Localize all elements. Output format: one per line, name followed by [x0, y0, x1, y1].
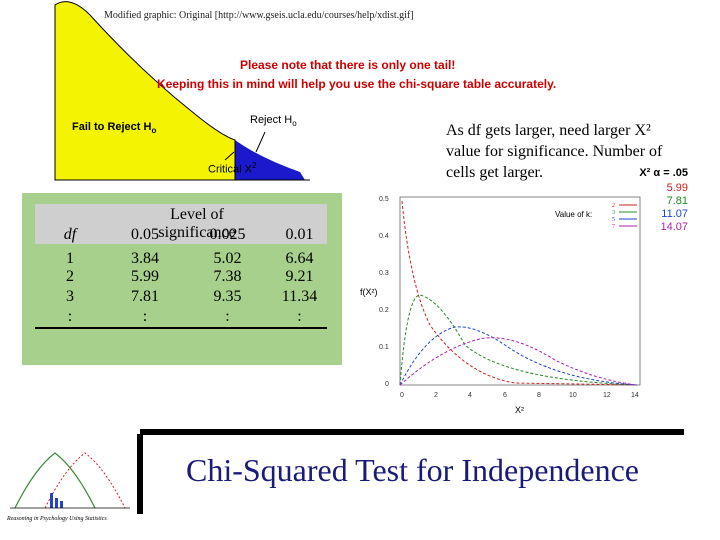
critical-values-header: X² α = .05: [639, 167, 688, 179]
table-cell: :: [67, 308, 73, 325]
description-line-3: cells get larger.: [446, 164, 543, 181]
x-ticks: 0 2 4 6 8 10 12 14: [400, 392, 639, 399]
table-column-header: 0.01: [285, 226, 314, 243]
table-cell: 9.35: [213, 288, 242, 305]
table-bottom-rule: [35, 327, 327, 329]
one-tail-graphic: [54, 1, 310, 181]
legend-label: 3: [612, 210, 615, 216]
table-cell: 9.21: [285, 268, 314, 285]
table-cell: :: [225, 308, 230, 325]
table-cell: 5.99: [131, 268, 159, 285]
y-tick: 0: [385, 381, 389, 388]
description-line-1: As df gets larger, need larger X²: [446, 122, 651, 139]
table-cell: 5.02: [213, 250, 242, 267]
table-cell: 7.38: [213, 268, 242, 285]
table-column-header: 0.05: [131, 226, 159, 243]
legend-label: 7: [612, 224, 615, 230]
x-tick: 6: [503, 392, 507, 399]
table-cell: 7.81: [131, 288, 159, 305]
x-tick: 10: [569, 392, 577, 399]
logo-caption: Reasoning in Psychology Using Statistics: [6, 516, 107, 522]
y-tick: 0.1: [379, 344, 389, 351]
legend: 2 3 5 7: [612, 203, 637, 230]
table-cell: :: [297, 308, 302, 325]
legend-label: 5: [612, 217, 615, 223]
table-cell: 3.84: [131, 250, 159, 267]
x-tick: 8: [537, 392, 541, 399]
significance-table: Level of significance df 0.05 0.025 0.01…: [22, 193, 342, 365]
curve-k3: [399, 294, 638, 386]
curve-k5: [399, 326, 638, 386]
y-tick: 0.5: [379, 196, 389, 203]
curve-k7: [399, 337, 638, 386]
y-tick: 0.3: [379, 270, 389, 277]
curve-k2: [401, 200, 638, 386]
x-tick: 12: [603, 392, 611, 399]
divider-bar: [140, 429, 684, 435]
y-tick: 0.4: [379, 233, 389, 240]
reject-region: [235, 140, 305, 180]
critical-values-list: 5.99 7.81 11.07 14.07: [618, 182, 688, 234]
plot-ylabel: f(X²): [360, 287, 378, 297]
table-cell: 1: [66, 250, 74, 267]
table-column-header: df: [63, 226, 77, 243]
critical-label: Critical X2: [208, 161, 257, 176]
critical-value: 11.07: [661, 208, 688, 220]
y-ticks: 0 0.1 0.2 0.3 0.4 0.5: [379, 196, 389, 388]
reject-pointer: [255, 131, 266, 153]
legend-title: Value of k:: [555, 210, 592, 219]
statistics-logo: Reasoning in Psychology Using Statistics: [6, 452, 130, 522]
fail-to-reject-region: [54, 1, 236, 181]
critical-value: 5.99: [666, 182, 688, 194]
plot-xlabel: X²: [515, 405, 524, 415]
plot-frame: [399, 196, 641, 386]
source-note: Modified graphic: Original [http://www.g…: [104, 10, 414, 21]
fail-to-reject-label: Fail to Reject Ho: [72, 121, 157, 136]
x-tick: 14: [631, 392, 639, 399]
table-header-band: [35, 204, 327, 244]
x-tick: 4: [468, 392, 472, 399]
reject-label: Reject Ho: [250, 114, 297, 129]
divider-post: [137, 434, 143, 514]
description-line-2: value for significance. Number of: [446, 143, 663, 160]
critical-value: 14.07: [660, 221, 688, 233]
table-cell: 3: [66, 288, 74, 305]
chi-square-density-plot: 0 0.1 0.2 0.3 0.4 0.5 0 2 4 6 8 10 12 14…: [360, 196, 641, 415]
table-header: Level of significance: [158, 206, 236, 241]
table-column-header: 0.025: [209, 226, 246, 243]
table-cell: 11.34: [281, 288, 318, 305]
table-cell: 2: [66, 268, 74, 285]
slide-title: Chi-Squared Test for Independence: [185, 452, 639, 488]
table-cell: 6.64: [285, 250, 314, 267]
warning-line-1: Please note that there is only one tail!: [240, 58, 456, 72]
x-tick: 2: [434, 392, 438, 399]
y-tick: 0.2: [379, 307, 389, 314]
critical-value: 7.81: [666, 195, 688, 207]
table-cell: :: [142, 308, 148, 325]
x-tick: 0: [400, 392, 404, 399]
warning-line-2: Keeping this in mind will help you use t…: [157, 77, 557, 91]
critical-pointer: [224, 151, 235, 161]
legend-label: 2: [612, 203, 615, 209]
